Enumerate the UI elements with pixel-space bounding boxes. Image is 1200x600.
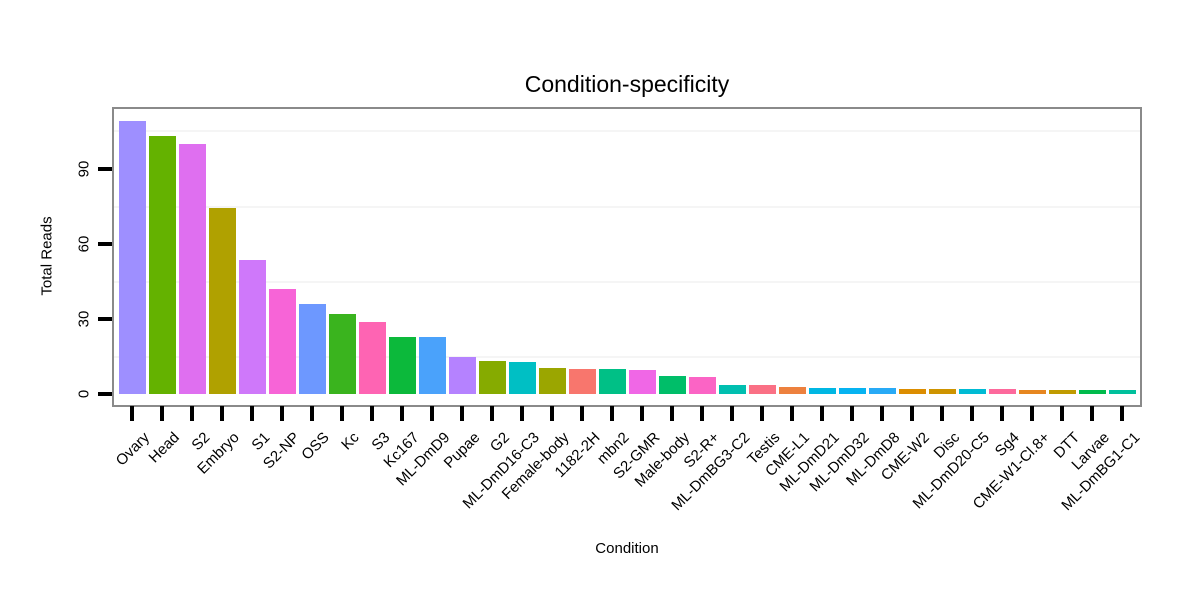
bar bbox=[868, 388, 896, 395]
bar bbox=[178, 144, 206, 395]
minor-gridline bbox=[114, 280, 1140, 283]
y-axis-title: Total Reads bbox=[38, 216, 56, 296]
bar bbox=[658, 376, 686, 395]
bar bbox=[358, 321, 386, 395]
bar bbox=[508, 361, 536, 395]
bar bbox=[478, 360, 506, 395]
bar bbox=[268, 289, 296, 395]
bar bbox=[598, 369, 626, 395]
y-tick-label: 0 bbox=[75, 390, 93, 399]
bar bbox=[148, 136, 176, 395]
x-axis-tick bbox=[640, 406, 644, 421]
x-axis-tick bbox=[970, 406, 974, 421]
bar bbox=[388, 336, 416, 395]
x-axis-tick bbox=[340, 406, 344, 421]
x-tick-label: Ovary bbox=[112, 429, 154, 470]
x-axis-tick bbox=[580, 406, 584, 421]
x-axis-tick bbox=[730, 406, 734, 421]
bar bbox=[898, 389, 926, 395]
x-axis-tick bbox=[790, 406, 794, 421]
x-axis-tick bbox=[490, 406, 494, 421]
x-axis-tick bbox=[1060, 406, 1064, 421]
bar bbox=[838, 388, 866, 395]
bar bbox=[1048, 390, 1076, 395]
x-tick-label: Kc bbox=[338, 429, 364, 454]
bar bbox=[118, 121, 146, 395]
y-axis-tick bbox=[98, 392, 112, 397]
y-tick-label: 90 bbox=[75, 160, 93, 178]
bar bbox=[748, 384, 776, 395]
chart-title: Condition-specificity bbox=[524, 71, 730, 97]
x-axis-title: Condition bbox=[595, 540, 659, 557]
x-axis-tick bbox=[130, 406, 134, 421]
x-axis-tick bbox=[700, 406, 704, 421]
bar bbox=[1108, 390, 1136, 395]
x-axis-tick bbox=[460, 406, 464, 421]
x-axis-tick bbox=[610, 406, 614, 421]
bar bbox=[808, 388, 836, 395]
bar bbox=[958, 389, 986, 395]
bar bbox=[928, 389, 956, 395]
bar bbox=[568, 369, 596, 395]
bar bbox=[238, 260, 266, 395]
minor-gridline bbox=[114, 130, 1140, 133]
bar bbox=[328, 314, 356, 395]
bar bbox=[208, 207, 236, 395]
x-axis-tick bbox=[220, 406, 224, 421]
x-axis-tick bbox=[850, 406, 854, 421]
x-axis-tick bbox=[520, 406, 524, 421]
bar bbox=[688, 376, 716, 395]
bar bbox=[718, 384, 746, 395]
x-axis-tick bbox=[820, 406, 824, 421]
bar bbox=[778, 387, 806, 395]
bar bbox=[988, 389, 1016, 395]
x-axis-tick bbox=[880, 406, 884, 421]
x-axis-tick bbox=[550, 406, 554, 421]
bar bbox=[1018, 390, 1046, 395]
y-axis-tick bbox=[98, 242, 112, 247]
minor-gridline bbox=[114, 355, 1140, 358]
plot-panel bbox=[112, 107, 1142, 407]
y-tick-label: 30 bbox=[75, 310, 93, 328]
bar bbox=[628, 369, 656, 395]
y-axis-tick bbox=[98, 167, 112, 172]
x-axis-tick bbox=[280, 406, 284, 421]
x-axis-tick bbox=[910, 406, 914, 421]
x-axis-tick bbox=[670, 406, 674, 421]
y-tick-label: 60 bbox=[75, 235, 93, 253]
x-axis-tick bbox=[940, 406, 944, 421]
x-axis-tick bbox=[430, 406, 434, 421]
x-axis-tick bbox=[1120, 406, 1124, 421]
x-axis-tick bbox=[310, 406, 314, 421]
minor-gridline bbox=[114, 205, 1140, 208]
x-axis-tick bbox=[1000, 406, 1004, 421]
x-axis-tick bbox=[250, 406, 254, 421]
x-tick-label: OSS bbox=[298, 429, 334, 464]
y-axis-tick bbox=[98, 317, 112, 322]
x-tick-label: Head bbox=[145, 429, 184, 467]
x-axis-tick bbox=[160, 406, 164, 421]
bar bbox=[418, 336, 446, 395]
bar bbox=[538, 368, 566, 395]
x-axis-tick bbox=[370, 406, 374, 421]
bar bbox=[448, 356, 476, 395]
x-axis-tick bbox=[1030, 406, 1034, 421]
bar bbox=[298, 304, 326, 395]
x-axis-tick bbox=[760, 406, 764, 421]
bar bbox=[1078, 390, 1106, 395]
x-axis-tick bbox=[1090, 406, 1094, 421]
x-axis-tick bbox=[190, 406, 194, 421]
x-axis-tick bbox=[400, 406, 404, 421]
